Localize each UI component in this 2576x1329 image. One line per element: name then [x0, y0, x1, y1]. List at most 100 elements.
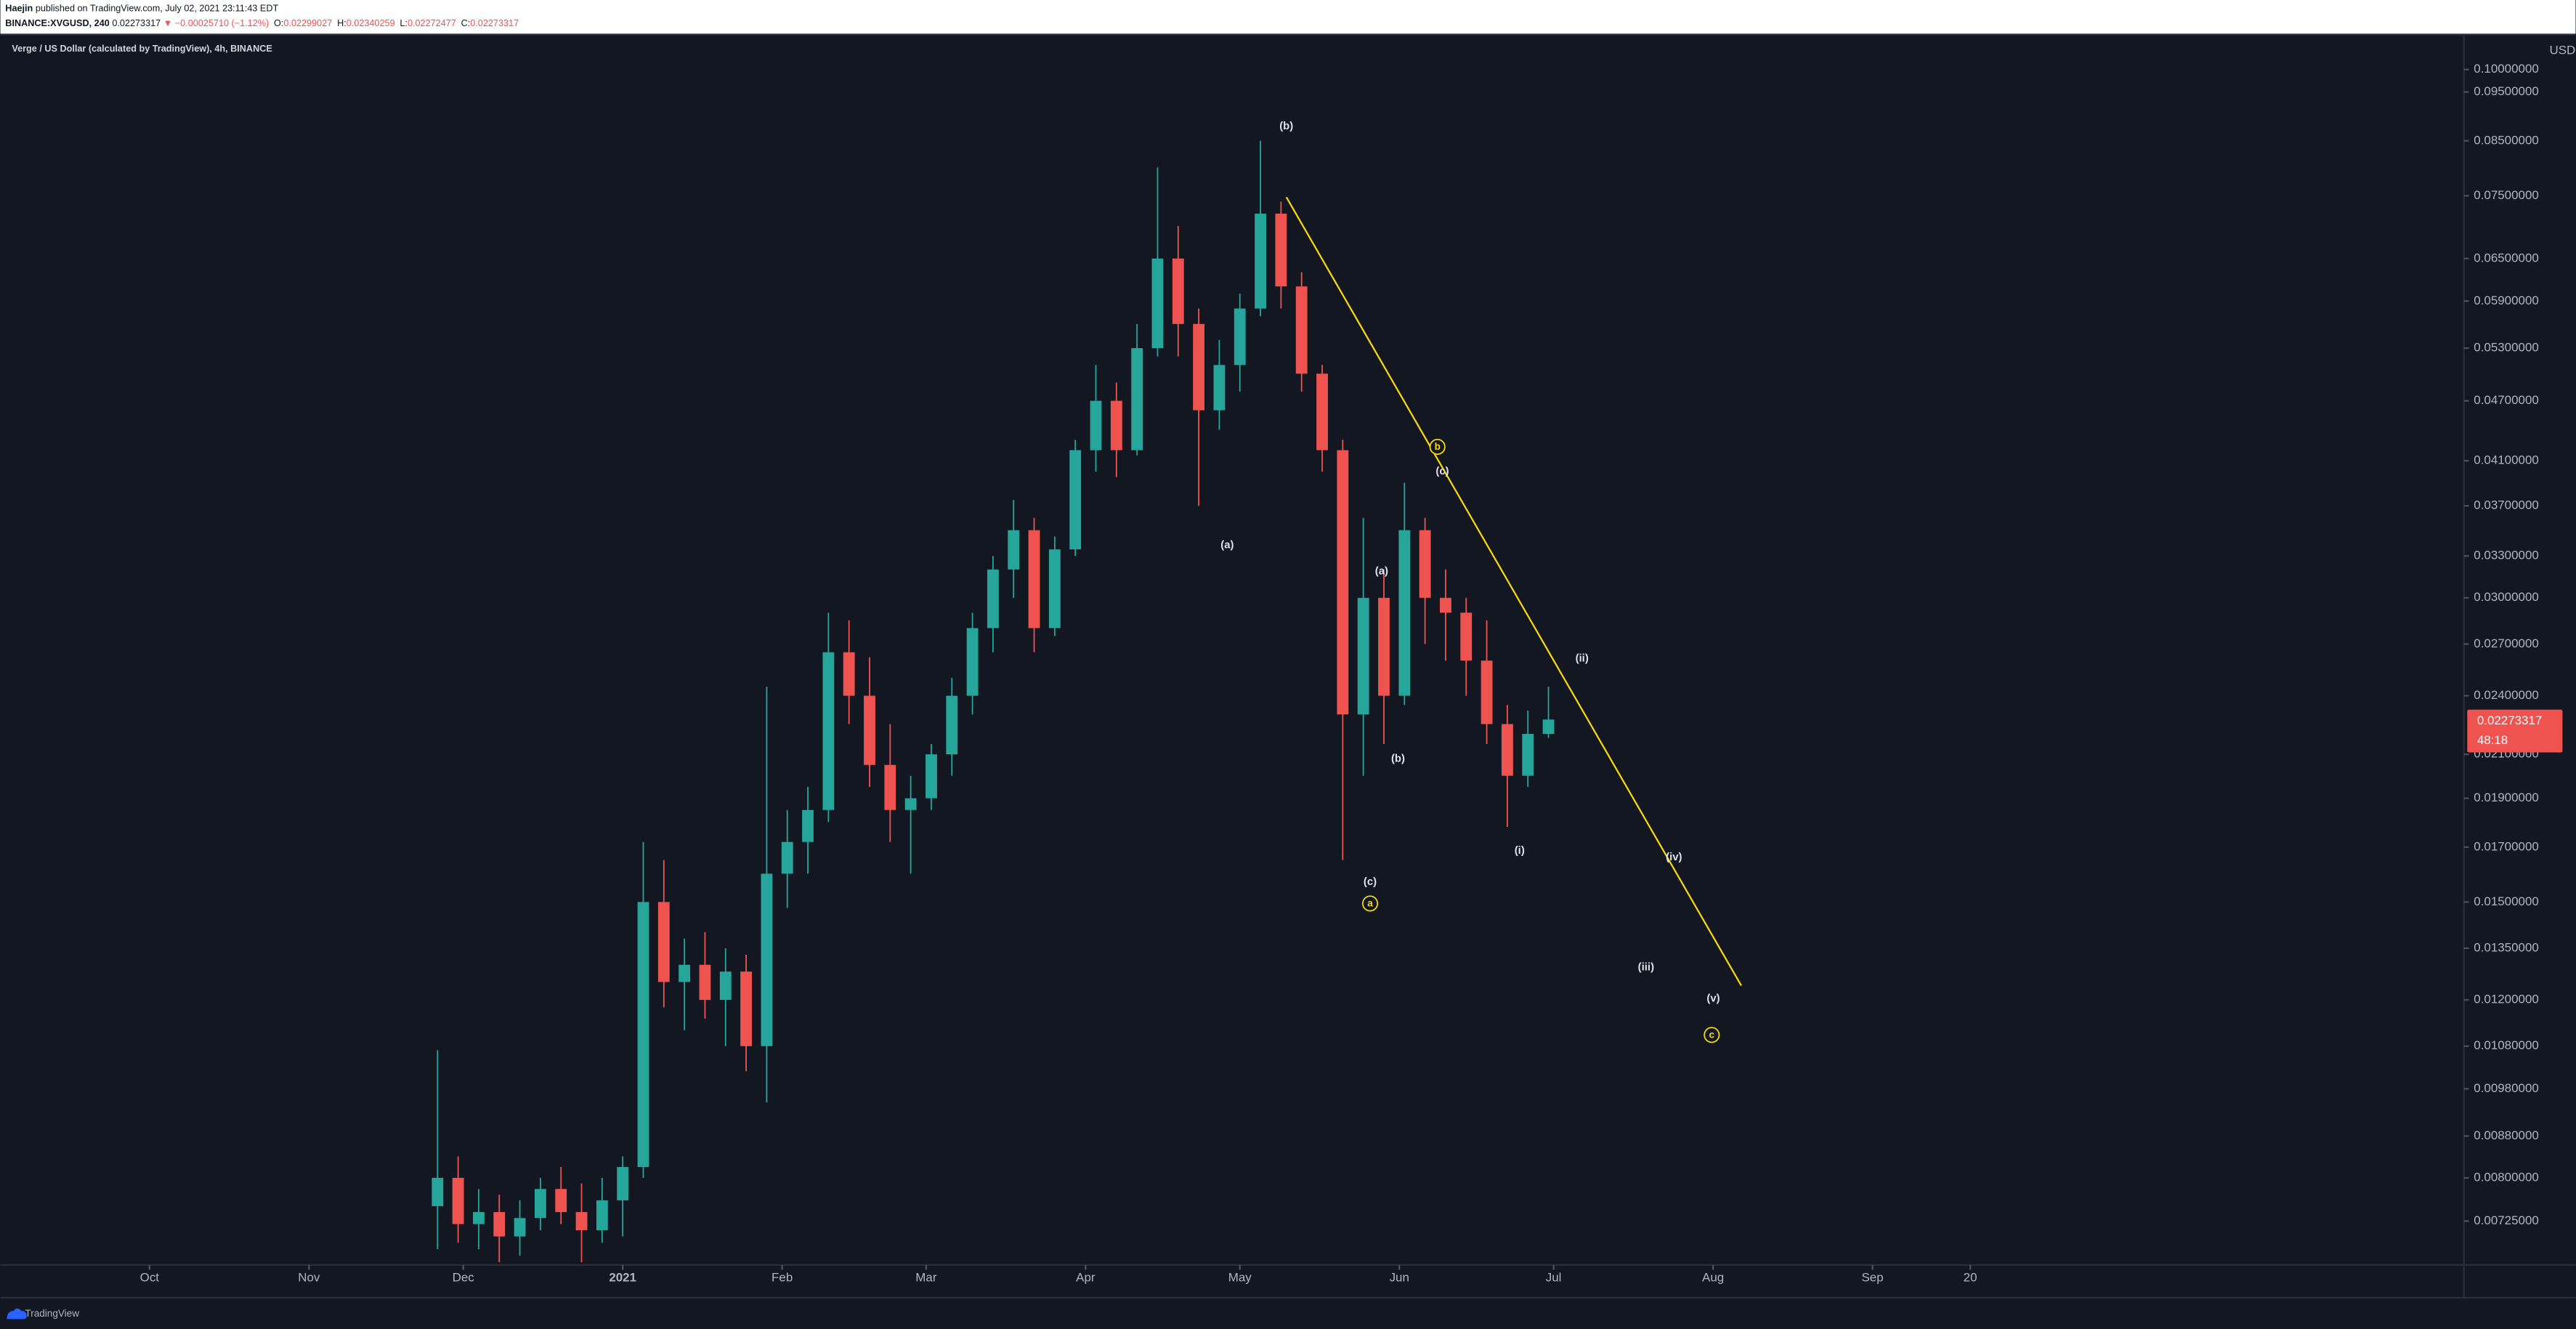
- wave-label: (ii): [1576, 653, 1589, 665]
- badge-countdown: 48:18: [2477, 733, 2508, 747]
- candle-body: [1316, 373, 1328, 451]
- ohlc-value: 0.02273317: [470, 18, 519, 28]
- candle-body: [657, 902, 670, 982]
- candle-body: [987, 569, 999, 629]
- candle-body: [679, 964, 691, 982]
- chart-title: Verge / US Dollar (calculated by Trading…: [12, 44, 272, 54]
- candle-body: [1151, 258, 1164, 349]
- ohlc-value: 0.02340259: [347, 18, 395, 28]
- plot: [432, 140, 1555, 1263]
- x-tick-label: Oct: [140, 1270, 160, 1284]
- candle-body: [1028, 530, 1040, 629]
- change: ▼ −0.00025710 (−1.12%): [163, 18, 270, 28]
- candle-body: [781, 841, 793, 874]
- candle-body: [1213, 365, 1226, 411]
- y-tick-label: 0.00980000: [2474, 1081, 2538, 1095]
- symbol: BINANCE:XVGUSD, 240: [5, 18, 109, 28]
- y-tick-label: 0.09500000: [2474, 84, 2538, 98]
- y-tick-label: 0.01350000: [2474, 940, 2538, 954]
- x-tick-label: 2021: [609, 1270, 636, 1284]
- candle-body: [1398, 530, 1411, 696]
- candle-body: [1172, 258, 1184, 324]
- y-tick-label: 0.10000000: [2474, 62, 2538, 76]
- axes: 0.10000000 0.09500000 0.08500000 0.07500000…: [140, 62, 2539, 1284]
- ohlc-label: C:: [461, 18, 471, 28]
- candle-body: [740, 971, 753, 1046]
- wave-label: (b): [1391, 752, 1405, 764]
- wave-label: (a): [1220, 539, 1234, 552]
- candle-body: [1275, 214, 1287, 287]
- y-tick-label: 0.00800000: [2474, 1170, 2538, 1184]
- ohlc-value: 0.02299027: [283, 18, 332, 28]
- wave-label: (b): [1279, 120, 1293, 132]
- published: published on TradingView.com, July 02, 2…: [36, 4, 279, 14]
- candle-body: [617, 1167, 629, 1200]
- candle-body: [1542, 719, 1555, 735]
- candle-body: [699, 964, 711, 1001]
- candle-body: [904, 798, 917, 810]
- candle-body: [761, 873, 773, 1046]
- candle-body: [1440, 597, 1451, 613]
- candle-body: [473, 1212, 485, 1224]
- y-tick-label: 0.05300000: [2474, 341, 2538, 355]
- y-tick-label: 0.03700000: [2474, 498, 2538, 512]
- y-tick-label: 0.01200000: [2474, 993, 2538, 1006]
- y-tick-label: 0.02400000: [2474, 688, 2538, 702]
- price-badge: [2467, 709, 2563, 753]
- candle-body: [822, 652, 835, 810]
- wave-circle-label: a: [1367, 898, 1373, 909]
- wave-circle: [1429, 438, 1446, 456]
- wave-label: (c): [1435, 465, 1449, 477]
- wave-circle-label: b: [1435, 441, 1441, 452]
- candle-body: [452, 1177, 464, 1224]
- x-tick-label: Apr: [1076, 1270, 1095, 1284]
- candle-body: [884, 764, 896, 810]
- candle-body: [1048, 549, 1061, 629]
- y-tick-label: 0.02700000: [2474, 637, 2538, 650]
- candle-body: [1110, 400, 1122, 451]
- x-tick-label: Dec: [453, 1270, 475, 1284]
- wave-label: (v): [1706, 993, 1720, 1005]
- x-tick-label: Aug: [1702, 1270, 1724, 1284]
- y-tick-label: 0.03000000: [2474, 590, 2538, 604]
- candle-body: [926, 754, 937, 799]
- candle-body: [1460, 613, 1473, 661]
- x-tick-label: Nov: [298, 1270, 320, 1284]
- currency-box: [2541, 39, 2575, 61]
- candle-body: [1008, 530, 1020, 570]
- candle-body: [1255, 214, 1266, 309]
- candle-body: [1378, 597, 1390, 696]
- annotations: (b) (a) (c) (a) (b) (c) (i) (ii) (iii) (iv) (v) a b c: [1220, 120, 1720, 1043]
- y-tick-label: 0.08500000: [2474, 133, 2538, 147]
- y-tick-label: 0.01700000: [2474, 839, 2538, 853]
- candle-body: [1069, 450, 1082, 550]
- candle-body: [555, 1189, 567, 1213]
- x-tick-label: Feb: [771, 1270, 793, 1284]
- header-line: Haejin published on TradingView.com, Jul…: [5, 4, 278, 14]
- y-tick-label: 0.06500000: [2474, 251, 2538, 264]
- candle-body: [637, 902, 649, 1168]
- x-tick-label: Sep: [1861, 1270, 1883, 1284]
- badge-price: 0.02273317: [2477, 714, 2542, 727]
- x-tick-label: Jul: [1546, 1270, 1562, 1284]
- y-tick-label: 0.04700000: [2474, 393, 2538, 407]
- wave-label: (iii): [1638, 961, 1654, 974]
- candle-body: [432, 1177, 444, 1206]
- candle-body: [843, 652, 855, 696]
- header-bar: [0, 0, 2576, 35]
- candle-body: [864, 695, 875, 765]
- ohlc-label: L:: [400, 18, 408, 28]
- candle-body: [719, 971, 732, 1001]
- candle-body: [1193, 323, 1205, 411]
- y-tick-label: 0.00725000: [2474, 1213, 2538, 1227]
- candle-body: [1234, 308, 1246, 365]
- ohlc-label: H:: [337, 18, 347, 28]
- y-tick-label: 0.01500000: [2474, 894, 2538, 908]
- x-tick-label: Mar: [915, 1270, 937, 1284]
- wave-circle-label: c: [1709, 1030, 1715, 1041]
- candle-body: [1522, 734, 1534, 776]
- wave-label: (i): [1515, 844, 1525, 857]
